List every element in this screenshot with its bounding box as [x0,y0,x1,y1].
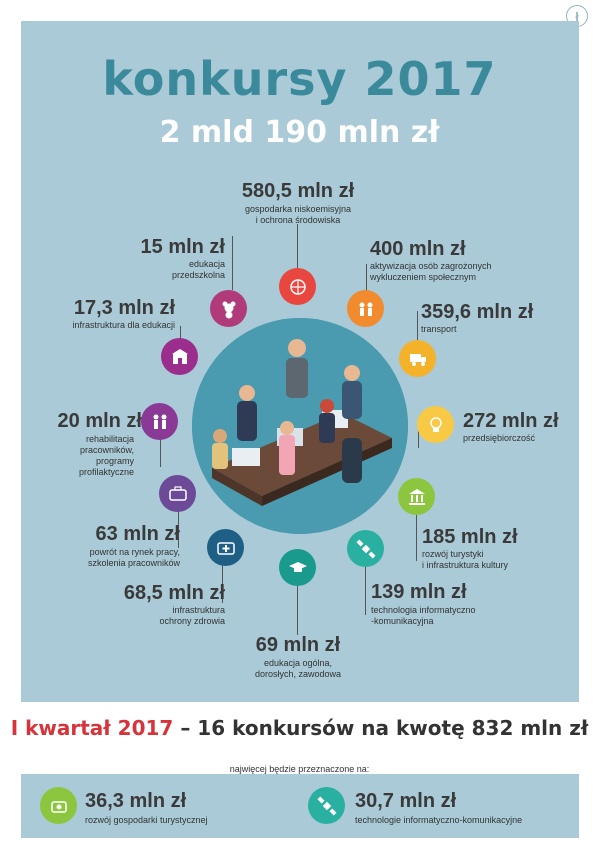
museum-icon [398,478,435,515]
quarter-highlight: I kwartał 2017 [10,716,174,740]
total-amount: 2 mld 190 mln zł [159,115,440,150]
item-amount: 272 mln zł [463,410,559,432]
connector-line [366,264,367,300]
satellite-icon [347,530,384,567]
connector-line [297,224,298,274]
connector-line [178,508,179,548]
satellite-icon [308,787,345,824]
item-desc: aktywizacja osób zagrożonych wykluczenie… [370,261,492,282]
tourism-icon [40,787,77,824]
footer-desc: rozwój gospodarki turystycznej [85,815,208,825]
connector-line [222,563,223,603]
item-amount: 68,5 mln zł [123,582,225,604]
item-amount: 400 mln zł [370,238,466,260]
footer-panel [21,774,579,838]
item-amount: 15 mln zł [140,236,225,258]
item-desc: gospodarka niskoemisyjna i ochrona środo… [244,204,352,225]
connector-line [232,236,233,290]
graduation-cap-icon [279,549,316,586]
connector-line [417,311,418,347]
office-illustration [192,318,408,534]
item-desc: rozwój turystyki i infrastruktura kultur… [422,549,509,570]
people-support-icon [347,290,384,327]
connector-line [416,513,417,561]
item-amount: 359,6 mln zł [421,301,534,323]
footer-amount: 36,3 mln zł [85,790,187,812]
medical-kit-icon [207,529,244,566]
briefcase-icon [159,475,196,512]
item-desc: infrastruktura dla edukacji [72,320,175,330]
item-amount: 185 mln zł [422,526,518,548]
item-desc: przedsiębiorczość [463,433,536,443]
quarter-note: najwięcej będzie przeznaczone na: [229,764,370,774]
connector-line [160,437,161,467]
school-building-icon [161,338,198,375]
item-amount: 69 mln zł [255,634,341,656]
item-desc: edukacja ogólna, dorosłych, zawodowa [254,658,342,679]
rehab-people-icon [141,403,178,440]
page-title: konkursy 2017 [102,52,497,106]
item-amount: 20 mln zł [57,410,142,432]
footer-amount: 30,7 mln zł [355,790,457,812]
truck-icon [399,340,436,377]
item-amount: 17,3 mln zł [73,297,175,319]
lightbulb-person-icon [417,406,454,443]
item-desc: infrastruktura ochrony zdrowia [159,605,225,626]
item-desc: transport [421,324,457,334]
item-desc: powrót na rynek pracy, szkolenia pracown… [87,547,180,568]
connector-line [418,420,419,448]
item-amount: 63 mln zł [95,523,180,545]
teddy-bear-icon [210,290,247,327]
connector-line [180,326,181,340]
footer-desc: technologie informatyczno-komunikacyjne [355,815,523,825]
globe-hands-icon [279,268,316,305]
item-desc: technologia informatyczno -komunikacyjna [371,605,476,626]
item-amount: 580,5 mln zł [241,180,355,202]
item-desc: rehabilitacja pracowników, programy prof… [78,434,134,477]
item-amount: 139 mln zł [371,581,467,603]
quarter-summary: I kwartał 2017 – 16 konkursów na kwotę 8… [0,716,599,740]
item-desc: edukacja przedszkolna [171,259,225,280]
quarter-rest: – 16 konkursów na kwotę 832 mln zł [173,716,589,740]
connector-line [365,565,366,615]
connector-line [297,585,298,635]
